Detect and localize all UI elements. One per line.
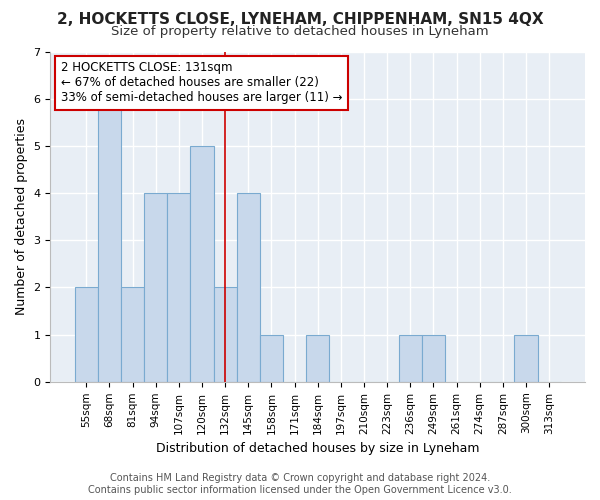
Bar bbox=[260, 334, 283, 382]
Bar bbox=[75, 288, 98, 382]
Bar bbox=[399, 334, 422, 382]
Text: Size of property relative to detached houses in Lyneham: Size of property relative to detached ho… bbox=[111, 25, 489, 38]
X-axis label: Distribution of detached houses by size in Lyneham: Distribution of detached houses by size … bbox=[156, 442, 479, 455]
Bar bbox=[144, 193, 167, 382]
Bar bbox=[190, 146, 214, 382]
Bar bbox=[98, 98, 121, 382]
Bar bbox=[237, 193, 260, 382]
Text: 2, HOCKETTS CLOSE, LYNEHAM, CHIPPENHAM, SN15 4QX: 2, HOCKETTS CLOSE, LYNEHAM, CHIPPENHAM, … bbox=[56, 12, 544, 28]
Bar bbox=[422, 334, 445, 382]
Text: Contains HM Land Registry data © Crown copyright and database right 2024.
Contai: Contains HM Land Registry data © Crown c… bbox=[88, 474, 512, 495]
Y-axis label: Number of detached properties: Number of detached properties bbox=[15, 118, 28, 315]
Bar bbox=[306, 334, 329, 382]
Bar bbox=[167, 193, 190, 382]
Bar bbox=[121, 288, 144, 382]
Bar bbox=[214, 288, 237, 382]
Bar bbox=[514, 334, 538, 382]
Text: 2 HOCKETTS CLOSE: 131sqm
← 67% of detached houses are smaller (22)
33% of semi-d: 2 HOCKETTS CLOSE: 131sqm ← 67% of detach… bbox=[61, 62, 343, 104]
